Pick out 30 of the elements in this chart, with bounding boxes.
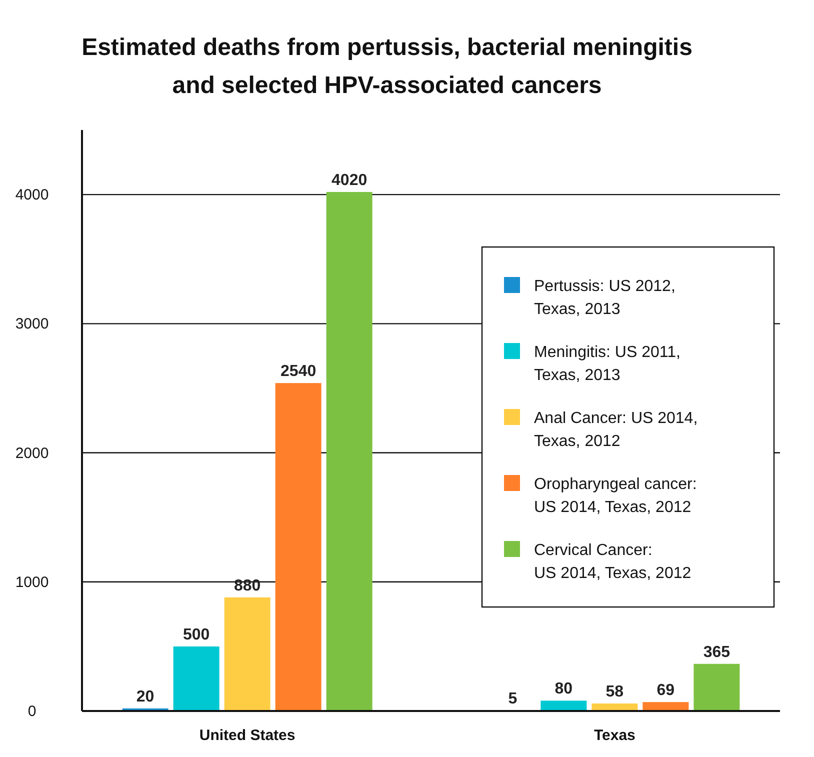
y-tick-label: 4000 [15,186,49,204]
legend-label: Oropharyngeal cancer: US 2014, Texas, 2012 [534,476,697,516]
legend-label: Pertussis: US 2012, Texas, 2013 [534,278,676,318]
data-label: 69 [656,682,675,700]
data-label: 58 [606,684,624,701]
legend-label: Cervical Cancer: US 2014, Texas, 2012 [534,542,692,582]
data-label: 500 [182,626,210,644]
y-tick-label: 1000 [15,574,49,591]
data-label: 80 [554,680,573,698]
data-label: 5 [508,690,518,708]
bar [694,664,740,711]
bar [173,646,220,711]
bar [642,702,689,711]
bar [540,700,587,711]
y-tick-label: 3000 [15,316,49,333]
bar [224,597,270,711]
x-tick-label: United States [199,727,296,744]
data-label: 2540 [280,363,316,380]
x-tick-label: Texas [594,727,636,744]
y-tick-label: 2000 [15,444,49,462]
data-label: 365 [703,644,730,661]
legend-label: Anal Cancer: US 2014, Texas, 2012 [534,410,698,450]
data-label: 880 [234,577,261,594]
bar [275,383,322,711]
y-tick-label: 0 [28,703,36,720]
bar [326,192,372,711]
data-label: 4020 [332,172,368,189]
chart-title: Estimated deaths from pertussis, bacterial meningitis and selected HPV-associated cancers [82,34,692,99]
legend-label: Meningitis: US 2011, Texas, 2013 [534,344,680,384]
data-label: 20 [136,688,154,706]
